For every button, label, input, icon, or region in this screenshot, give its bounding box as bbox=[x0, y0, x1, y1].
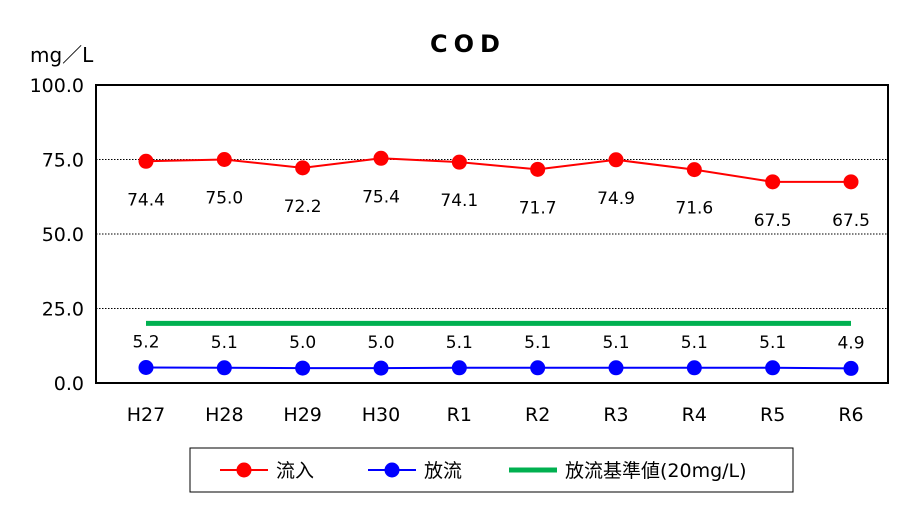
point-inflow bbox=[451, 154, 467, 170]
point-outflow bbox=[765, 360, 781, 376]
legend-items: 流入 放流 放流基準値(20mg/L) bbox=[220, 460, 747, 482]
point-outflow bbox=[608, 360, 624, 376]
point-inflow bbox=[608, 152, 624, 168]
x-tick-label: R2 bbox=[525, 404, 550, 426]
y-tick-label: 75.0 bbox=[42, 150, 84, 172]
x-tick-label: R5 bbox=[760, 404, 785, 426]
data-label-inflow: 67.5 bbox=[754, 211, 792, 231]
point-outflow bbox=[295, 360, 311, 376]
y-axis-ticks: 0.0 25.0 50.0 75.0 100.0 bbox=[30, 75, 84, 395]
point-outflow bbox=[138, 360, 154, 376]
point-outflow bbox=[373, 360, 389, 376]
series-line-outflow bbox=[145, 366, 852, 370]
data-label-outflow: 5.1 bbox=[602, 333, 629, 353]
legend-frame bbox=[189, 447, 794, 493]
point-inflow bbox=[295, 160, 311, 176]
x-tick-label: H30 bbox=[362, 404, 400, 426]
point-inflow bbox=[373, 150, 389, 166]
data-label-outflow: 5.1 bbox=[681, 333, 708, 353]
x-tick-label: R4 bbox=[682, 404, 707, 426]
series-line-inflow bbox=[145, 157, 851, 183]
point-outflow bbox=[530, 360, 546, 376]
x-axis-ticks: H27 H28 H29 H30 R1 R2 R3 R4 R5 R6 bbox=[127, 404, 864, 426]
x-tick-label: R6 bbox=[838, 404, 863, 426]
data-label-outflow: 5.1 bbox=[211, 333, 238, 353]
data-label-outflow: 5.0 bbox=[289, 333, 316, 353]
legend-marker bbox=[384, 462, 400, 478]
point-inflow bbox=[216, 152, 232, 167]
point-outflow bbox=[451, 360, 467, 376]
x-tick-label: H27 bbox=[127, 404, 165, 426]
y-tick-label: 0.0 bbox=[54, 373, 84, 395]
x-tick-label: R3 bbox=[603, 404, 628, 426]
point-inflow bbox=[686, 162, 702, 178]
y-tick-label: 50.0 bbox=[42, 224, 84, 246]
data-labels: 74.4 75.0 72.2 75.4 74.1 71.7 74.9 71.6 67.5 67.5… bbox=[127, 187, 870, 353]
data-label-inflow: 74.9 bbox=[597, 189, 635, 209]
data-label-outflow: 5.1 bbox=[759, 333, 786, 353]
data-label-outflow: 5.1 bbox=[446, 333, 473, 353]
legend-label: 放流 bbox=[424, 460, 462, 482]
data-label-outflow: 5.0 bbox=[367, 333, 394, 353]
point-inflow bbox=[765, 174, 781, 190]
data-label-outflow: 5.1 bbox=[524, 333, 551, 353]
x-tick-label: R1 bbox=[447, 404, 472, 426]
y-tick-label: 25.0 bbox=[42, 299, 84, 321]
y-tick-label: 100.0 bbox=[30, 75, 84, 97]
point-inflow bbox=[530, 161, 546, 177]
legend-label: 放流基準値(20mg/L) bbox=[565, 460, 747, 482]
point-outflow bbox=[216, 360, 232, 376]
data-label-inflow: 74.4 bbox=[127, 190, 165, 210]
y-axis-unit-label: mg／L bbox=[30, 43, 94, 67]
series-layer bbox=[138, 150, 859, 376]
point-inflow bbox=[138, 153, 154, 169]
data-label-inflow: 67.5 bbox=[832, 211, 870, 231]
point-outflow bbox=[686, 360, 702, 376]
data-label-outflow: 5.2 bbox=[132, 333, 159, 353]
point-outflow bbox=[843, 360, 859, 376]
x-tick-label: H29 bbox=[283, 404, 321, 426]
point-inflow bbox=[843, 174, 859, 190]
chart-title: COD bbox=[430, 30, 506, 58]
data-label-inflow: 71.7 bbox=[519, 198, 557, 218]
data-label-inflow: 75.4 bbox=[362, 187, 400, 207]
data-label-inflow: 75.0 bbox=[205, 189, 243, 209]
data-label-inflow: 72.2 bbox=[284, 197, 322, 217]
legend: 流入 放流 放流基準値(20mg/L) bbox=[189, 447, 794, 493]
data-label-inflow: 74.1 bbox=[440, 191, 478, 211]
legend-marker bbox=[236, 462, 252, 478]
data-label-outflow: 4.9 bbox=[837, 333, 864, 353]
legend-label: 流入 bbox=[276, 460, 314, 482]
plot-area-frame bbox=[95, 84, 889, 384]
data-label-inflow: 71.6 bbox=[675, 199, 713, 219]
x-tick-label: H28 bbox=[205, 404, 243, 426]
